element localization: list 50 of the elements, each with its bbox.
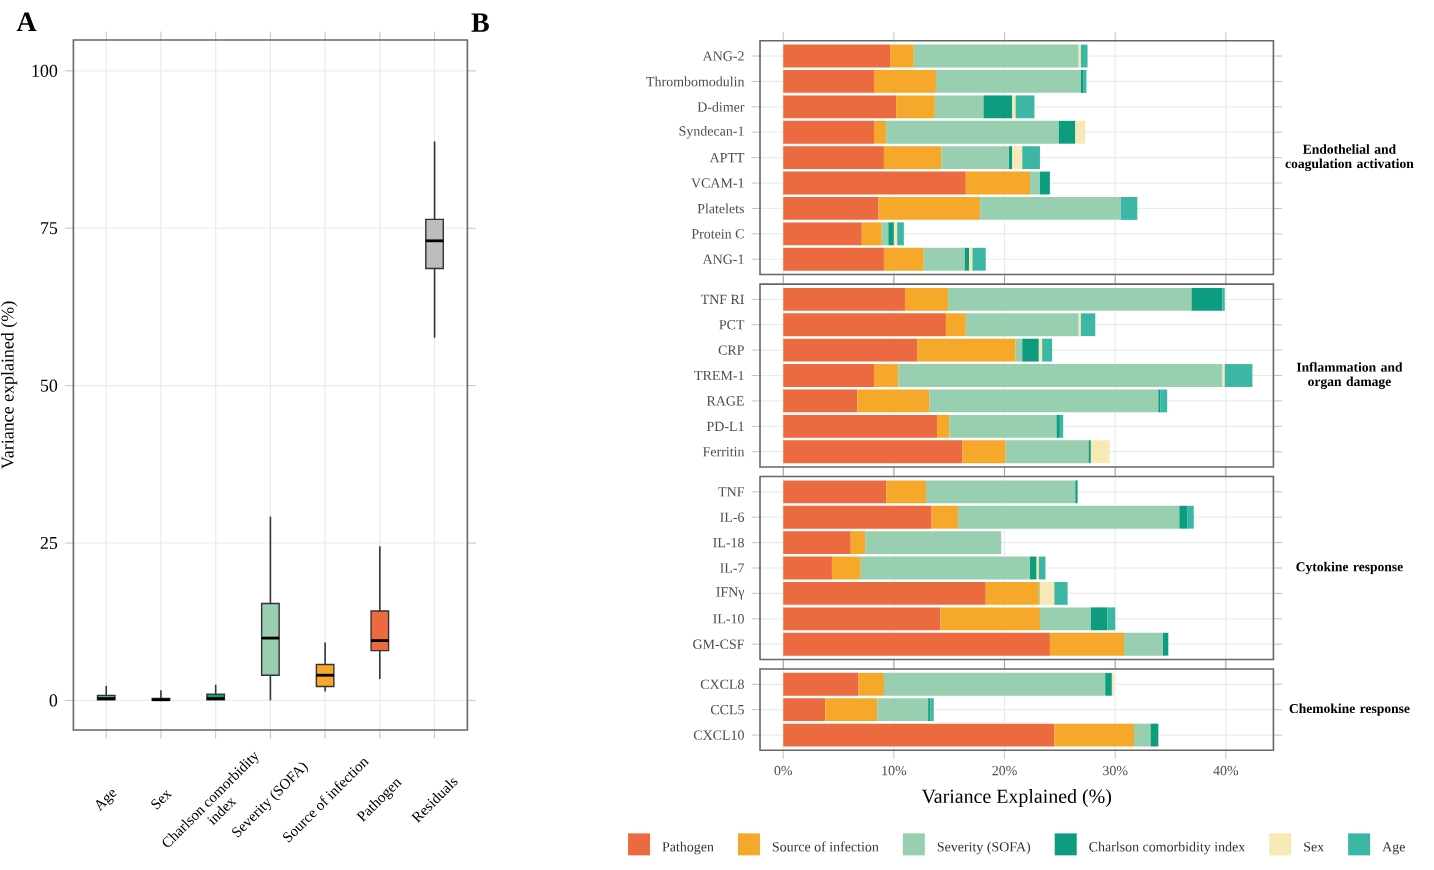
bar <box>1022 338 1039 362</box>
bar <box>964 247 970 271</box>
bar <box>1039 607 1091 631</box>
bar <box>1187 505 1194 529</box>
bar <box>937 414 950 438</box>
bar <box>1049 632 1125 656</box>
y-tick-label: 100 <box>32 64 58 77</box>
bar <box>1029 556 1037 580</box>
chart-title: A <box>16 12 37 31</box>
bar <box>1012 146 1023 170</box>
bar <box>1054 723 1134 747</box>
bar <box>897 222 904 246</box>
bar <box>1162 632 1169 656</box>
bar <box>1124 632 1163 656</box>
bar <box>1224 364 1253 387</box>
bar <box>1191 287 1223 311</box>
bar <box>1039 581 1055 605</box>
bar <box>923 247 965 271</box>
bar <box>1080 313 1096 337</box>
bar <box>1120 197 1138 220</box>
bar <box>1107 607 1116 631</box>
y-tick-label: 50 <box>40 379 58 392</box>
bar <box>1134 723 1151 747</box>
bar <box>1090 607 1108 631</box>
bar <box>881 222 889 246</box>
bar <box>1054 581 1068 605</box>
bar <box>888 222 894 246</box>
bar <box>1058 120 1076 144</box>
bar <box>962 440 1006 464</box>
bar <box>1015 95 1035 119</box>
bar <box>1042 338 1053 362</box>
bar <box>983 95 1013 119</box>
bar <box>883 247 924 271</box>
bar <box>1039 171 1050 195</box>
y-tick-label: 25 <box>40 536 58 550</box>
bar <box>1022 146 1040 170</box>
text: B <box>471 13 489 32</box>
bar <box>972 247 986 271</box>
bar <box>1090 440 1110 464</box>
y-tick-label: 0 <box>49 694 58 707</box>
bar <box>1105 672 1112 696</box>
bar <box>1075 120 1086 144</box>
bar <box>931 505 959 529</box>
y-axis-title: Variance explained (%) <box>1 301 18 469</box>
bar <box>1150 723 1159 747</box>
bar <box>1160 389 1168 413</box>
bar <box>886 480 926 504</box>
x-axis-title: Variance Explained (%) <box>921 788 1111 808</box>
y-tick-label: 75 <box>41 222 58 235</box>
bar <box>1179 505 1188 529</box>
